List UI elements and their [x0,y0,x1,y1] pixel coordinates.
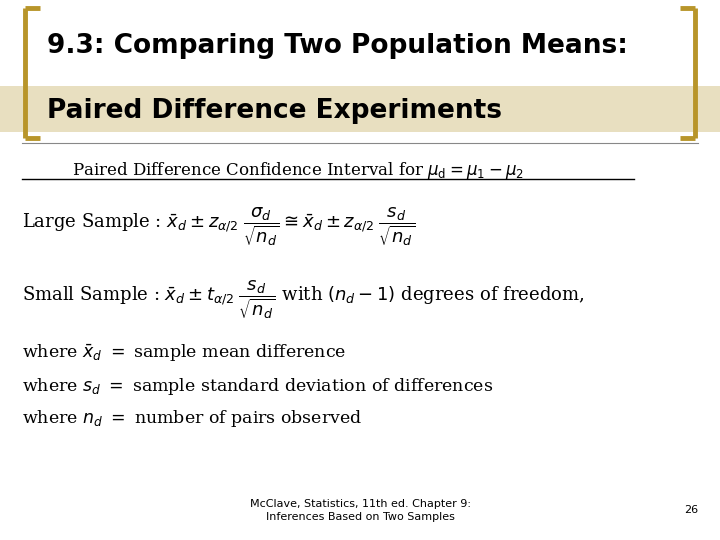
Text: Large Sample : $\bar{x}_d \pm z_{\alpha/2} \; \dfrac{\sigma_d}{\sqrt{n_d}} \cong: Large Sample : $\bar{x}_d \pm z_{\alpha/… [22,205,415,248]
Text: 9.3: Comparing Two Population Means:: 9.3: Comparing Two Population Means: [47,33,628,59]
Text: where $\bar{x}_d$ $=$ sample mean difference: where $\bar{x}_d$ $=$ sample mean differ… [22,343,346,364]
Text: McClave, Statistics, 11th ed. Chapter 9:
Inferences Based on Two Samples: McClave, Statistics, 11th ed. Chapter 9:… [250,499,470,522]
Text: 26: 26 [684,505,698,515]
Text: where $n_d$ $=$ number of pairs observed: where $n_d$ $=$ number of pairs observed [22,408,361,429]
FancyBboxPatch shape [0,86,720,132]
Text: where $s_d$ $=$ sample standard deviation of differences: where $s_d$ $=$ sample standard deviatio… [22,376,492,396]
Text: Small Sample : $\bar{x}_d \pm t_{\alpha/2} \; \dfrac{s_d}{\sqrt{n_d}}$ with $(n_: Small Sample : $\bar{x}_d \pm t_{\alpha/… [22,278,584,321]
Text: Paired Difference Confidence Interval for $\mu_\mathrm{d} = \mu_1 - \mu_2$: Paired Difference Confidence Interval fo… [72,160,524,180]
Text: Paired Difference Experiments: Paired Difference Experiments [47,98,502,124]
